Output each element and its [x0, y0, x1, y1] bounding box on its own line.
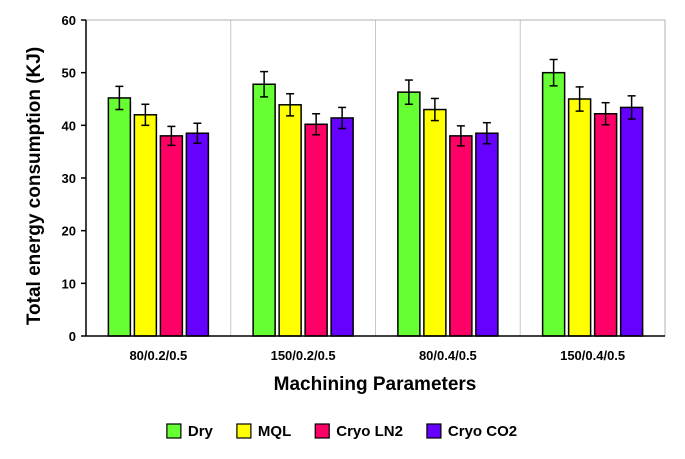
x-tick-label: 80/0.2/0.5	[129, 348, 187, 363]
y-tick-label: 30	[62, 171, 76, 186]
bar	[619, 106, 644, 337]
legend-swatch	[236, 423, 252, 439]
bar	[423, 108, 447, 337]
y-tick-label: 20	[62, 224, 76, 239]
legend-label: Cryo CO2	[448, 423, 517, 440]
legend-label: MQL	[258, 423, 291, 440]
bar	[159, 135, 184, 337]
bar	[278, 104, 302, 337]
y-tick-label: 40	[62, 118, 76, 133]
bar	[252, 83, 276, 337]
bar	[133, 114, 158, 337]
bars-layer	[107, 58, 644, 337]
bar	[185, 132, 210, 337]
axes-layer: 0 10 20 30 40 50 60 80/0.2/0.5 150/0.2/0.5 80/0.4…	[62, 13, 666, 363]
legend-label: Cryo LN2	[336, 423, 403, 440]
legend-swatch	[426, 423, 442, 439]
bar	[567, 98, 592, 337]
bar	[107, 97, 132, 337]
bar	[541, 71, 566, 337]
bar	[593, 112, 618, 337]
bar	[330, 117, 354, 337]
y-tick-label: 10	[62, 276, 76, 291]
bar	[397, 91, 421, 337]
x-tick-label: 150/0.2/0.5	[271, 348, 336, 363]
y-tick-label: 60	[62, 13, 76, 28]
grid-layer	[230, 20, 521, 336]
legend: Dry MQL Cryo LN2 Cryo CO2	[166, 423, 517, 440]
y-tick-label: 50	[62, 66, 76, 81]
x-axis-title: Machining Parameters	[274, 374, 477, 395]
legend-swatch	[166, 423, 182, 439]
bar	[304, 123, 328, 337]
bar	[475, 132, 499, 337]
x-tick-label: 150/0.4/0.5	[560, 348, 625, 363]
x-tick-label: 80/0.4/0.5	[419, 348, 477, 363]
bar	[449, 135, 473, 337]
y-axis-title: Total energy consumption (KJ)	[24, 47, 45, 325]
legend-label: Dry	[188, 423, 214, 440]
legend-swatch	[314, 423, 330, 439]
y-tick-label: 0	[69, 329, 76, 344]
